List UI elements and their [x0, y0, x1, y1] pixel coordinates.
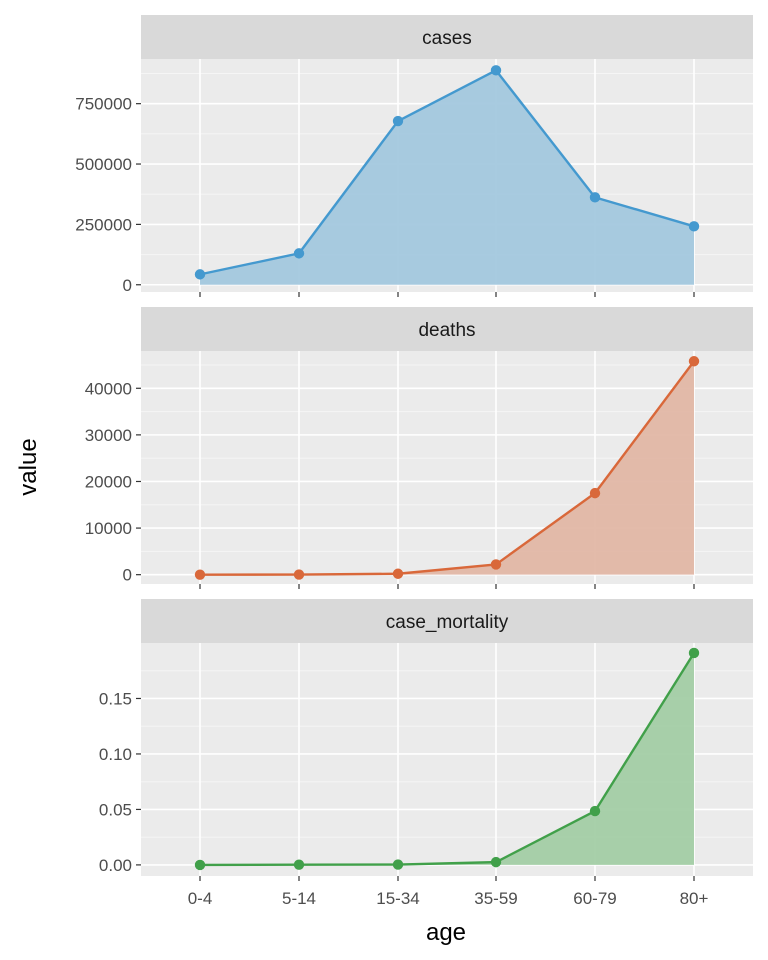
data-point — [589, 805, 601, 817]
facet-case-mortality: case_mortality 0.00 0.05 0.10 0.15 — [99, 599, 753, 881]
x-axis-title: age — [426, 919, 466, 946]
x-tick-label: 0-4 — [188, 889, 213, 908]
data-point — [490, 856, 502, 868]
series-area — [200, 361, 694, 575]
series-line — [199, 360, 695, 576]
data-point — [688, 221, 700, 232]
y-tick-label: 30000 — [85, 426, 132, 445]
y-tick-label: 750000 — [75, 95, 132, 114]
facet-strip-label: cases — [422, 28, 472, 49]
data-point — [392, 568, 404, 579]
y-tick-label: 0.10 — [99, 745, 132, 764]
y-tick-label: 0 — [123, 276, 132, 295]
facet-deaths: deaths 0 10000 20000 30000 40000 — [85, 307, 753, 589]
data-point — [293, 569, 305, 580]
series-line — [199, 652, 696, 867]
y-tick-label: 250000 — [75, 215, 132, 234]
y-tick-label: 0.00 — [99, 856, 132, 875]
facet-strip — [141, 599, 753, 643]
data-point — [293, 859, 305, 870]
y-tick-label: 10000 — [85, 519, 132, 538]
data-point — [589, 487, 601, 499]
series-area — [200, 652, 694, 865]
y-tick-label: 40000 — [85, 379, 132, 398]
data-point — [194, 569, 206, 580]
data-point — [490, 559, 502, 570]
data-point — [194, 269, 206, 280]
data-point — [293, 248, 305, 259]
facet-strip-label: case_mortality — [386, 612, 509, 633]
x-tick-label: 60-79 — [573, 889, 616, 908]
x-tick-label: 80+ — [680, 889, 709, 908]
data-point — [194, 859, 206, 871]
y-tick-label: 0.05 — [99, 800, 132, 819]
facet-cases: cases 0 250000 500000 750000 — [75, 15, 753, 297]
y-tick-label: 0 — [123, 566, 132, 585]
x-tick-label: 5-14 — [282, 889, 316, 908]
facet-strip — [141, 15, 753, 59]
data-point — [392, 859, 404, 870]
y-axis-title: value — [15, 438, 42, 495]
y-tick-label: 20000 — [85, 472, 132, 491]
data-point — [589, 192, 601, 203]
data-point — [490, 65, 502, 76]
x-tick-label: 15-34 — [376, 889, 419, 908]
y-tick-label: 500000 — [75, 155, 132, 174]
y-tick-label: 0.15 — [99, 689, 132, 708]
series-line — [199, 69, 695, 276]
data-point — [688, 356, 700, 367]
x-tick-label: 35-59 — [474, 889, 517, 908]
facet-strip-label: deaths — [418, 320, 475, 341]
series-area — [200, 70, 694, 285]
data-point — [392, 115, 404, 127]
facet-strip — [141, 307, 753, 351]
data-point — [688, 647, 700, 659]
